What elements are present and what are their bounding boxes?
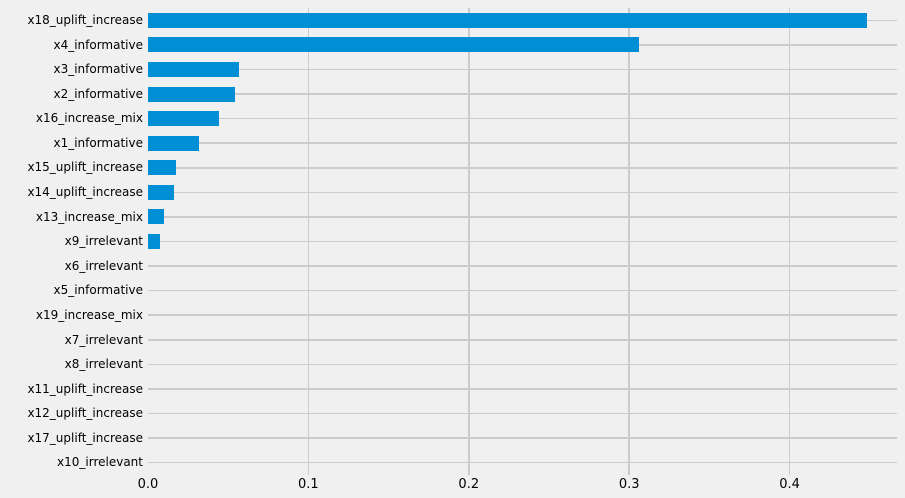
y-tick-label-x10_irrelevant: x10_irrelevant: [57, 455, 143, 470]
gridline-row: [148, 461, 897, 464]
y-tick-label-x6_irrelevant: x6_irrelevant: [64, 258, 143, 273]
y-tick-label-x3_informative: x3_informative: [53, 62, 143, 77]
x-tick-label-0.1: 0.1: [298, 477, 319, 492]
gridline-row: [148, 339, 897, 341]
bar-x16_increase_mix: [148, 111, 219, 127]
bar-x9_irrelevant: [148, 234, 161, 249]
y-axis-tick-labels: x18_uplift_increase x4_informative x3_info…: [0, 0, 143, 498]
y-tick-label-x12_uplift_increase: x12_uplift_increase: [27, 406, 143, 421]
plot-area: [148, 8, 897, 475]
bar-x4_informative: [148, 37, 639, 53]
gridline-row: [148, 437, 897, 439]
y-tick-label-x19_increase_mix: x19_increase_mix: [35, 307, 143, 322]
gridline-row: [148, 142, 897, 144]
gridline-row: [148, 117, 897, 120]
x-tick-label-0.0: 0.0: [137, 477, 159, 492]
gridline-row: [148, 216, 897, 218]
gridline-row: [148, 289, 897, 292]
y-tick-label-x4_informative: x4_informative: [53, 37, 143, 52]
gridline-row: [148, 388, 897, 390]
gridline-row: [148, 412, 897, 415]
gridline-row: [148, 93, 897, 95]
x-tick-label-0.2: 0.2: [458, 477, 480, 492]
y-tick-label-x8_irrelevant: x8_irrelevant: [64, 357, 143, 372]
y-tick-label-x2_informative: x2_informative: [53, 86, 143, 101]
y-tick-label-x1_informative: x1_informative: [53, 135, 143, 150]
gridline-row: [148, 265, 897, 267]
y-tick-label-x18_uplift_increase: x18_uplift_increase: [27, 13, 143, 27]
x-tick-label-0.4: 0.4: [779, 477, 800, 492]
bar-x3_informative: [148, 61, 239, 77]
y-tick-label-x7_irrelevant: x7_irrelevant: [64, 332, 143, 347]
x-tick-label-0.3: 0.3: [618, 477, 640, 492]
bar-x18_uplift_increase: [148, 12, 867, 28]
bar-x1_informative: [148, 135, 200, 151]
gridline-row: [148, 167, 897, 169]
gridline-row: [148, 68, 897, 71]
bar-x15_uplift_increase: [148, 160, 177, 176]
y-tick-label-x5_informative: x5_informative: [53, 283, 143, 298]
y-tick-label-x15_uplift_increase: x15_uplift_increase: [27, 160, 143, 175]
gridline-row: [148, 363, 897, 366]
gridline-row: [148, 240, 897, 243]
y-tick-label-x16_increase_mix: x16_increase_mix: [35, 111, 143, 126]
bar-x14_uplift_increase: [148, 184, 175, 200]
bar-x2_informative: [148, 86, 236, 102]
y-tick-label-x17_uplift_increase: x17_uplift_increase: [27, 430, 143, 445]
gridline-row: [148, 191, 897, 194]
y-tick-label-x13_increase_mix: x13_increase_mix: [35, 209, 143, 224]
y-tick-label-x14_uplift_increase: x14_uplift_increase: [27, 185, 143, 200]
bar-x13_increase_mix: [148, 209, 165, 225]
y-tick-label-x9_irrelevant: x9_irrelevant: [64, 234, 143, 249]
y-tick-label-x11_uplift_increase: x11_uplift_increase: [27, 381, 143, 396]
gridline-row: [148, 314, 897, 316]
